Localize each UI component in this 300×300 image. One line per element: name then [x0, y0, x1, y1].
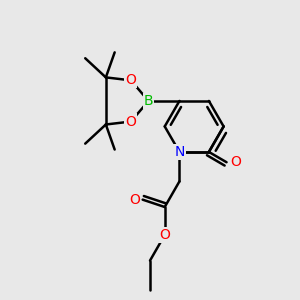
- Text: N: N: [174, 145, 184, 159]
- Text: O: O: [230, 155, 241, 169]
- Text: O: O: [125, 115, 136, 129]
- Text: O: O: [159, 228, 170, 242]
- Text: B: B: [144, 94, 153, 108]
- Text: O: O: [129, 193, 140, 207]
- Text: O: O: [125, 73, 136, 87]
